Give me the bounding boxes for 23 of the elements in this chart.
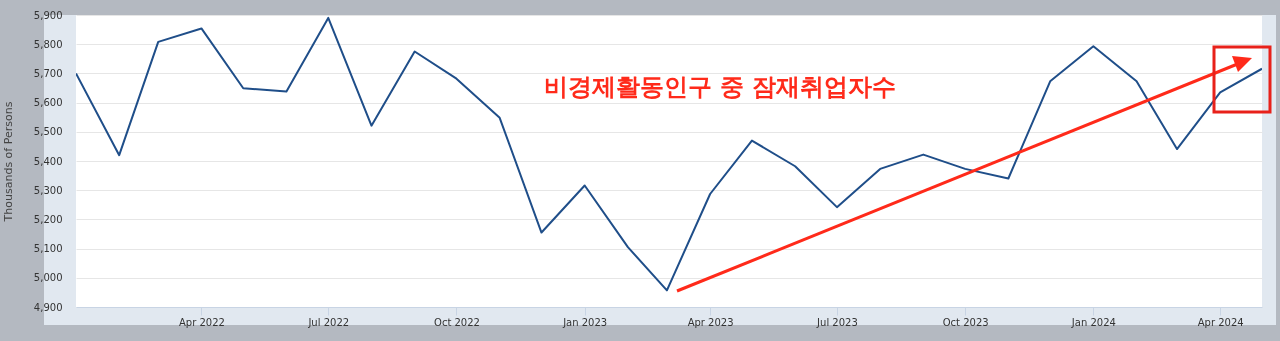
y-tick-label: 4,900 xyxy=(33,301,63,313)
x-tick-label: Jan 2023 xyxy=(562,316,608,328)
x-tick-label: Apr 2022 xyxy=(178,316,225,328)
y-axis-title: Thousands of Persons xyxy=(1,101,15,223)
line-series xyxy=(76,16,1262,292)
y-tick-label: 5,900 xyxy=(33,9,63,21)
y-tick-label: 5,000 xyxy=(33,272,63,284)
x-tick-label: Apr 2024 xyxy=(1197,316,1244,328)
x-tick-label: Jan 2024 xyxy=(1070,316,1116,328)
x-tick-label: Oct 2023 xyxy=(942,316,989,328)
y-tick-label: 5,700 xyxy=(33,67,63,79)
x-tick-label: Jul 2023 xyxy=(816,316,858,328)
x-tick-label: Apr 2023 xyxy=(687,316,734,328)
y-tick-label: 5,200 xyxy=(33,213,63,225)
y-tick-label: 5,100 xyxy=(33,243,63,255)
y-tick-label: 5,400 xyxy=(33,155,63,167)
x-tick-label: Oct 2022 xyxy=(434,316,480,328)
y-tick-label: 5,500 xyxy=(33,126,63,138)
y-tick-label: 5,300 xyxy=(33,184,63,196)
y-tick-label: 5,800 xyxy=(33,38,63,50)
y-tick-label: 5,600 xyxy=(33,97,63,109)
x-tick-label: Jul 2022 xyxy=(307,316,350,328)
annotation: 비경제활동인구 중 잠재취업자수 xyxy=(543,73,897,101)
